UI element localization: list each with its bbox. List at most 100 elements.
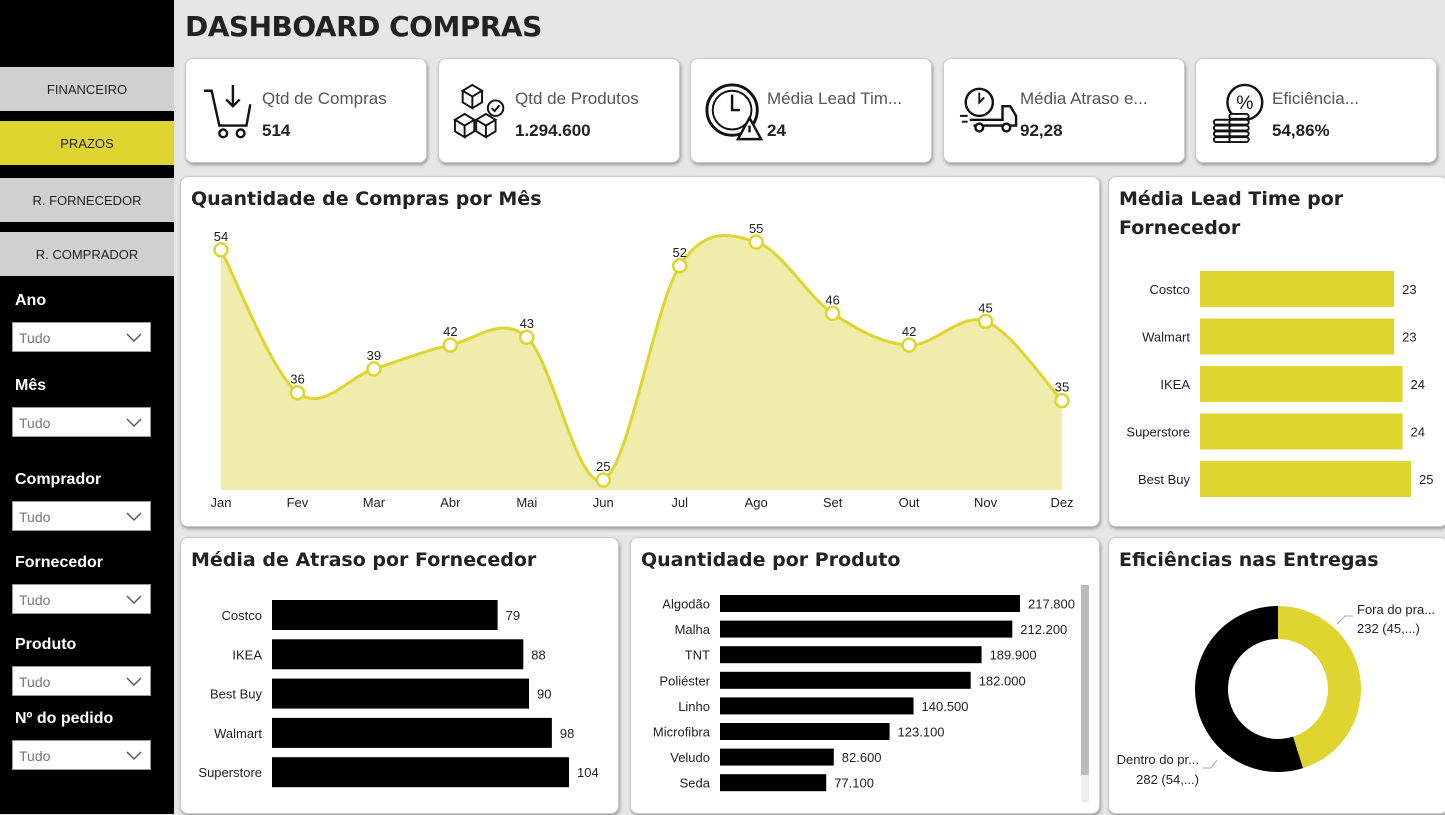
category-label: IKEA xyxy=(232,647,262,662)
page-title: DASHBOARD COMPRAS xyxy=(185,10,542,43)
data-label: 45 xyxy=(978,300,992,315)
kpi-value: 514 xyxy=(262,121,291,140)
percent-coins-icon: % xyxy=(1212,83,1264,143)
scrollbar-thumb[interactable] xyxy=(1081,585,1089,775)
data-label: 189.900 xyxy=(990,648,1037,663)
data-point xyxy=(1054,392,1070,409)
x-tick-label: Ago xyxy=(745,495,768,510)
filter-dropdown[interactable]: Tudo xyxy=(12,584,151,614)
data-label: 98 xyxy=(560,726,574,741)
filter-label: Produto xyxy=(15,636,77,653)
data-label: 104 xyxy=(577,765,599,780)
lead-time-chart: Costco 23 Walmart 23 IKEA 24 Superstore 24 Best … xyxy=(1126,271,1433,497)
bar xyxy=(272,717,552,748)
filter-dropdown[interactable]: Tudo xyxy=(12,666,151,696)
bar xyxy=(720,620,1013,638)
data-label: 79 xyxy=(506,608,520,623)
category-label: Walmart xyxy=(214,726,262,741)
panel-title: Quantidade de Compras por Mês xyxy=(191,188,542,210)
kpi-card: % Eficiência... 54,86% xyxy=(1195,58,1437,163)
filter-dropdown[interactable]: Tudo xyxy=(12,407,151,437)
boxes-icon xyxy=(453,83,505,139)
data-label: 182.000 xyxy=(979,673,1026,688)
filter-dropdown[interactable]: Tudo xyxy=(12,501,151,531)
kpi-card: Média Atraso e... 92,28 xyxy=(943,58,1185,163)
bar xyxy=(1200,366,1403,402)
data-point xyxy=(595,472,612,488)
sidebar: FINANCEIRO PRAZOS R. FORNECEDOR R. COMPR… xyxy=(0,0,174,814)
delay-chart: Costco 79 IKEA 88 Best Buy 90 Walmart 98 Superst… xyxy=(198,600,599,788)
category-label: TNT xyxy=(685,648,710,663)
x-tick-label: Jan xyxy=(211,495,232,510)
dropdown-value: Tudo xyxy=(19,674,51,690)
scrollbar-track[interactable] xyxy=(1081,585,1089,802)
data-label: 25 xyxy=(1419,472,1433,487)
filter-label: Comprador xyxy=(15,471,102,488)
x-tick-label: Jun xyxy=(593,495,614,510)
kpi-label: Qtd de Compras xyxy=(262,89,387,108)
bar xyxy=(720,697,914,715)
data-label: 77.100 xyxy=(834,776,874,791)
data-label: 55 xyxy=(749,221,763,236)
category-label: Walmart xyxy=(1142,330,1190,345)
category-label: Seda xyxy=(680,776,711,791)
efficiency-panel: Eficiências nas Entregas Fora do pra... 2… xyxy=(1108,537,1445,814)
monthly-purchases-chart: 54 Jan 36 Fev 39 Mar 42 Abr 43 Mai 25 Jun 52 Jul 55 Ago… xyxy=(211,221,1074,510)
slice-value: 282 (54,...) xyxy=(1136,772,1199,787)
data-label: 88 xyxy=(531,647,545,662)
nav-r-comprador[interactable]: R. COMPRADOR xyxy=(0,232,174,276)
bar xyxy=(272,678,530,709)
kpi-label: Média Atraso e... xyxy=(1020,89,1148,108)
donut-slice xyxy=(1194,606,1303,772)
clock-warning-icon xyxy=(705,83,764,141)
nav-financeiro[interactable]: FINANCEIRO xyxy=(0,67,174,111)
data-point xyxy=(213,242,229,258)
leader-line xyxy=(1336,615,1353,625)
bar xyxy=(720,595,1020,612)
nav-r-fornecedor[interactable]: R. FORNECEDOR xyxy=(0,178,174,222)
x-tick-label: Fev xyxy=(287,495,309,510)
bar xyxy=(1200,461,1411,497)
delivery-truck-icon xyxy=(959,87,1018,133)
chevron-down-icon xyxy=(126,512,142,521)
x-tick-label: Dez xyxy=(1050,495,1073,510)
x-tick-label: Mar xyxy=(363,495,386,510)
donut-slice xyxy=(1278,606,1361,769)
filter-label: Nº do pedido xyxy=(15,710,114,727)
dropdown-value: Tudo xyxy=(19,592,51,608)
data-point xyxy=(671,258,688,274)
data-label: 123.100 xyxy=(898,725,945,740)
slice-label: Fora do pra... xyxy=(1357,602,1435,617)
nav-prazos[interactable]: PRAZOS xyxy=(0,121,174,165)
data-label: 39 xyxy=(367,348,381,363)
leader-line xyxy=(1203,759,1218,769)
efficiency-donut-chart: Fora do pra... 232 (45,...) Dentro do pr..… xyxy=(1117,602,1435,787)
category-label: Costco xyxy=(222,608,262,623)
bar xyxy=(720,774,827,792)
data-label: 35 xyxy=(1055,380,1069,395)
bar xyxy=(720,748,834,766)
data-point xyxy=(977,313,994,330)
kpi-label: Média Lead Tim... xyxy=(767,89,903,108)
filter-label: Ano xyxy=(15,292,47,309)
dropdown-value: Tudo xyxy=(19,748,51,764)
bar xyxy=(720,671,971,689)
category-label: Costco xyxy=(1150,282,1190,297)
bar xyxy=(272,600,498,630)
category-label: IKEA xyxy=(1160,377,1190,392)
category-label: Superstore xyxy=(1126,425,1190,440)
x-tick-label: Abr xyxy=(440,495,461,510)
slice-value: 232 (45,...) xyxy=(1357,621,1420,636)
filter-dropdown[interactable]: Tudo xyxy=(12,322,151,352)
data-label: 54 xyxy=(214,229,228,244)
data-label: 24 xyxy=(1411,425,1425,440)
x-tick-label: Out xyxy=(899,495,920,510)
dropdown-value: Tudo xyxy=(19,509,51,525)
filter-dropdown[interactable]: Tudo xyxy=(12,740,151,770)
category-label: Best Buy xyxy=(1138,472,1191,487)
data-label: 217.800 xyxy=(1028,597,1075,612)
svg-text:%: % xyxy=(1236,92,1253,114)
kpi-card: Qtd de Produtos 1.294.600 xyxy=(438,58,680,163)
dropdown-value: Tudo xyxy=(19,415,51,431)
product-chart: Algodão 217.800 Malha 212.200 TNT 189.900 Poli… xyxy=(653,595,1075,792)
